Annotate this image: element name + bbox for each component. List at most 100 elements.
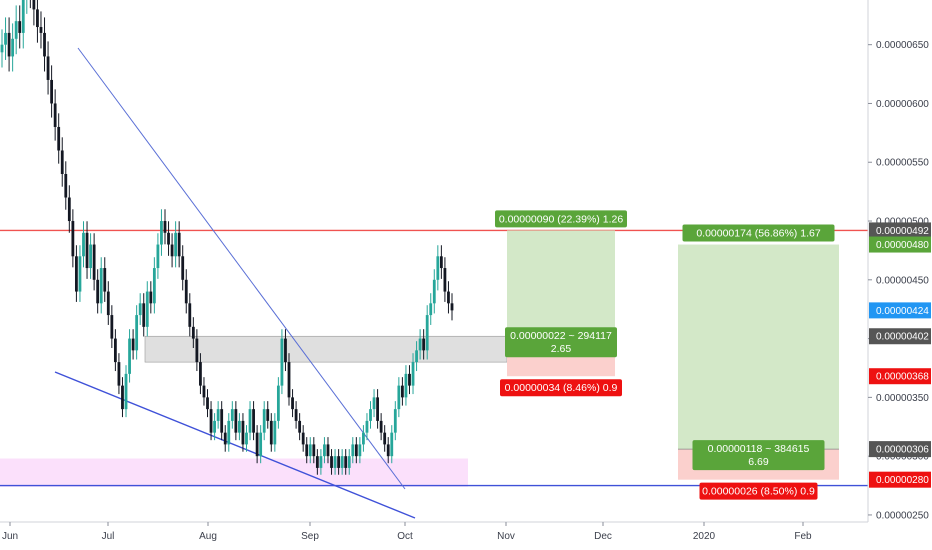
- candle: [294, 401, 298, 429]
- candle: [308, 437, 312, 464]
- candle: [386, 437, 390, 464]
- candle: [71, 209, 75, 268]
- profit-label: 0.00000174 (56.86%) 1.67: [696, 228, 821, 240]
- candle-body: [354, 444, 358, 457]
- candle-body: [351, 444, 355, 457]
- candle-body: [305, 444, 309, 457]
- candle-body: [238, 420, 241, 433]
- falling-trendline: [77, 47, 406, 490]
- candle-body: [425, 315, 429, 351]
- candle: [135, 305, 139, 360]
- candle: [393, 401, 397, 441]
- candle-body: [128, 338, 131, 374]
- candle-body: [439, 256, 443, 269]
- candle: [273, 413, 277, 452]
- candle-body: [248, 409, 252, 433]
- candle: [379, 413, 383, 441]
- candle-body: [298, 420, 302, 433]
- candle: [248, 401, 252, 441]
- candle-body: [103, 268, 107, 292]
- candle-body: [266, 409, 270, 421]
- candle-body: [152, 268, 156, 304]
- time-tick-label: 2020: [693, 531, 716, 542]
- price-tag-label: 0.00000492: [876, 226, 929, 237]
- candle: [11, 23, 15, 72]
- price-tag-label: 0.00000402: [876, 332, 929, 343]
- candle: [323, 437, 326, 464]
- price-axis[interactable]: 0.00000650 0.00000600 0.00000550 0.00000500…: [867, 0, 932, 550]
- candle: [191, 317, 195, 348]
- candle-body: [415, 350, 418, 363]
- candle-body: [71, 221, 75, 257]
- candle: [195, 329, 199, 372]
- candle: [103, 257, 107, 302]
- candle: [276, 377, 280, 429]
- price-tag-red: 0.00000280: [869, 471, 931, 488]
- time-tick-label: Jun: [2, 531, 18, 542]
- candle: [330, 449, 333, 475]
- candle-body: [337, 456, 341, 468]
- candle-body: [273, 420, 277, 445]
- candle-body: [149, 291, 153, 304]
- candle: [46, 41, 50, 95]
- center-label-bg: [692, 440, 825, 471]
- candle: [117, 353, 121, 395]
- candle: [432, 269, 436, 314]
- candle: [227, 413, 231, 452]
- price-tag-red: 0.00000368: [869, 368, 931, 385]
- candle-body: [206, 397, 209, 410]
- time-tick-label: Dec: [594, 531, 612, 542]
- candle: [425, 305, 429, 360]
- candle-body: [110, 315, 114, 339]
- candle: [287, 353, 291, 406]
- candle: [60, 137, 64, 187]
- candle: [301, 425, 305, 452]
- time-axis[interactable]: Jun Jul Aug Sep Oct Nov Dec 2020 Feb: [0, 521, 868, 550]
- candle-body: [0, 44, 4, 53]
- candle-body: [181, 256, 185, 280]
- candle-body: [372, 397, 376, 410]
- candle-body: [432, 279, 436, 304]
- price-tag-bg: [869, 471, 931, 488]
- candle-body: [227, 420, 231, 445]
- candle: [216, 401, 220, 429]
- center-label-bg: [505, 327, 617, 358]
- candle-body: [404, 373, 408, 398]
- candle-body: [92, 244, 96, 280]
- candle: [167, 221, 170, 256]
- candle: [280, 329, 284, 395]
- candle: [443, 257, 447, 302]
- candle-body: [195, 338, 199, 363]
- candle: [0, 29, 4, 68]
- candle-body: [213, 420, 216, 433]
- candle: [220, 401, 224, 441]
- candle-body: [18, 21, 22, 33]
- candle: [209, 401, 213, 441]
- candle-body: [184, 279, 188, 304]
- candle-body: [230, 409, 234, 421]
- candle-body: [234, 409, 238, 433]
- candle: [160, 209, 163, 256]
- candle: [312, 437, 316, 464]
- time-tick-label: Aug: [199, 531, 217, 542]
- candle-body: [145, 291, 149, 327]
- candle-body: [379, 420, 383, 433]
- candle: [213, 413, 216, 441]
- candle-body: [135, 315, 139, 351]
- candle: [110, 305, 114, 348]
- candle-body: [323, 444, 326, 457]
- candle: [57, 113, 61, 164]
- candle: [262, 401, 266, 441]
- candle-body: [245, 432, 248, 445]
- candle: [64, 161, 68, 210]
- candle-body: [220, 409, 224, 433]
- candle: [43, 17, 46, 72]
- center-label-line2: 6.69: [748, 456, 769, 468]
- candle: [269, 413, 273, 452]
- price-axis-bg: [868, 0, 932, 550]
- position-tool-2[interactable]: 0.00000174 (56.86%) 1.67 0.00000118 ~ 384…: [678, 224, 839, 500]
- candle-body: [167, 232, 170, 245]
- candle: [128, 329, 131, 383]
- position-tool-1[interactable]: 0.00000090 (22.39%) 1.26 0.00000022 ~ 294…: [495, 210, 627, 397]
